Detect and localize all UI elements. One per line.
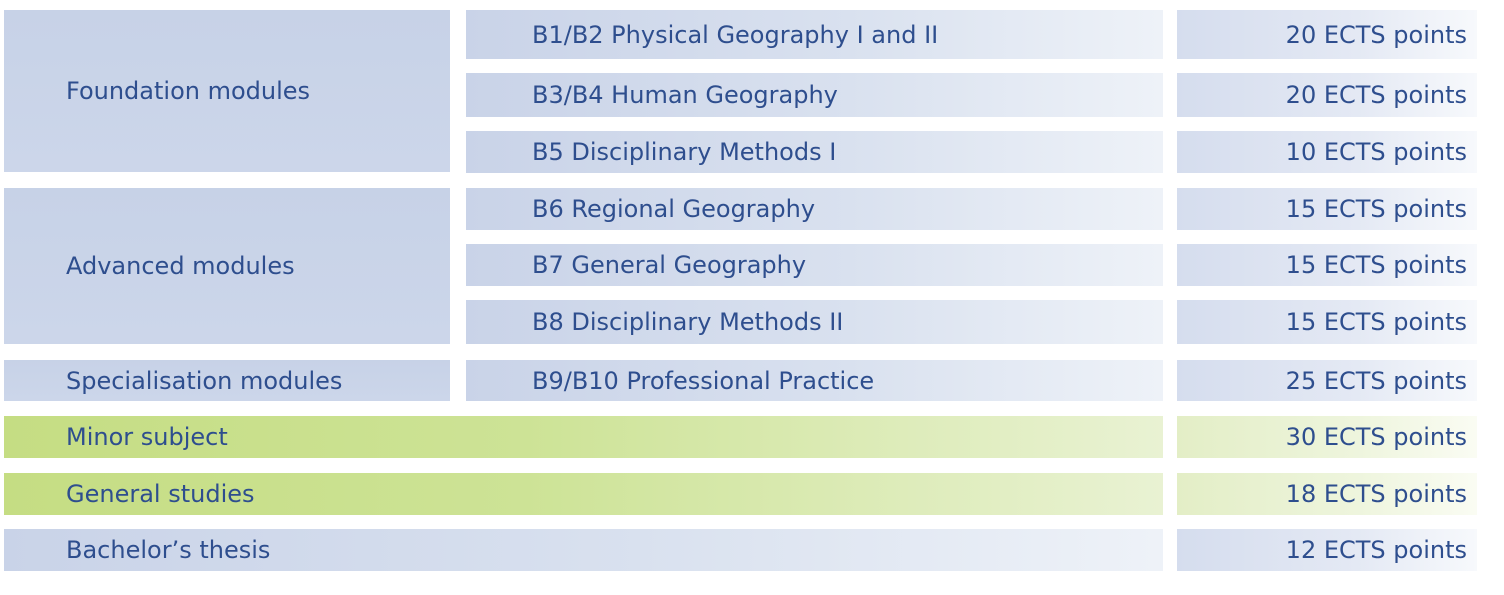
module-label: B3/B4 Human Geography (532, 81, 838, 109)
ects-cell: 15 ECTS points (1177, 300, 1477, 344)
group-label: Specialisation modules (66, 366, 343, 395)
module-label: B7 General Geography (532, 251, 807, 279)
module-label: B6 Regional Geography (532, 195, 816, 223)
module-row: B8 Disciplinary Methods II (466, 300, 1163, 344)
module-row: B6 Regional Geography (466, 188, 1163, 230)
ects-cell: 20 ECTS points (1177, 73, 1477, 117)
ects-cell: 25 ECTS points (1177, 360, 1477, 401)
ects-value: 20 ECTS points (1285, 20, 1467, 49)
module-row: B3/B4 Human Geography (466, 73, 1163, 117)
ects-cell: 10 ECTS points (1177, 131, 1477, 173)
group-label: Foundation modules (66, 77, 311, 105)
ects-cell: 20 ECTS points (1177, 10, 1477, 59)
ects-value: 20 ECTS points (1285, 81, 1467, 109)
ects-cell: 15 ECTS points (1177, 244, 1477, 286)
group-advanced-modules: Advanced modules (4, 188, 450, 344)
row-general-studies: General studies (4, 473, 1163, 515)
module-label: B9/B10 Professional Practice (532, 366, 875, 395)
ects-cell: 30 ECTS points (1177, 416, 1477, 458)
ects-value: 15 ECTS points (1285, 251, 1467, 279)
ects-value: 15 ECTS points (1285, 195, 1467, 223)
ects-value: 10 ECTS points (1285, 138, 1467, 166)
ects-value: 15 ECTS points (1285, 308, 1467, 336)
module-label: B8 Disciplinary Methods II (532, 308, 844, 336)
module-row: B1/B2 Physical Geography I and II (466, 10, 1163, 59)
row-label: Minor subject (66, 423, 228, 451)
module-row: B7 General Geography (466, 244, 1163, 286)
module-row: B5 Disciplinary Methods I (466, 131, 1163, 173)
ects-cell: 18 ECTS points (1177, 473, 1477, 515)
row-label: Bachelor’s thesis (66, 536, 271, 564)
ects-cell: 12 ECTS points (1177, 529, 1477, 571)
module-label: B5 Disciplinary Methods I (532, 138, 837, 166)
ects-value: 25 ECTS points (1285, 366, 1467, 395)
ects-value: 30 ECTS points (1285, 423, 1467, 451)
group-foundation-modules: Foundation modules (4, 10, 450, 172)
row-minor-subject: Minor subject (4, 416, 1163, 458)
ects-value: 12 ECTS points (1285, 536, 1467, 564)
module-label: B1/B2 Physical Geography I and II (532, 20, 939, 49)
row-label: General studies (66, 480, 255, 508)
ects-cell: 15 ECTS points (1177, 188, 1477, 230)
group-label: Advanced modules (66, 252, 295, 280)
ects-value: 18 ECTS points (1285, 480, 1467, 508)
module-row: B9/B10 Professional Practice (466, 360, 1163, 401)
row-bachelors-thesis: Bachelor’s thesis (4, 529, 1163, 571)
group-specialisation-modules: Specialisation modules (4, 360, 450, 401)
